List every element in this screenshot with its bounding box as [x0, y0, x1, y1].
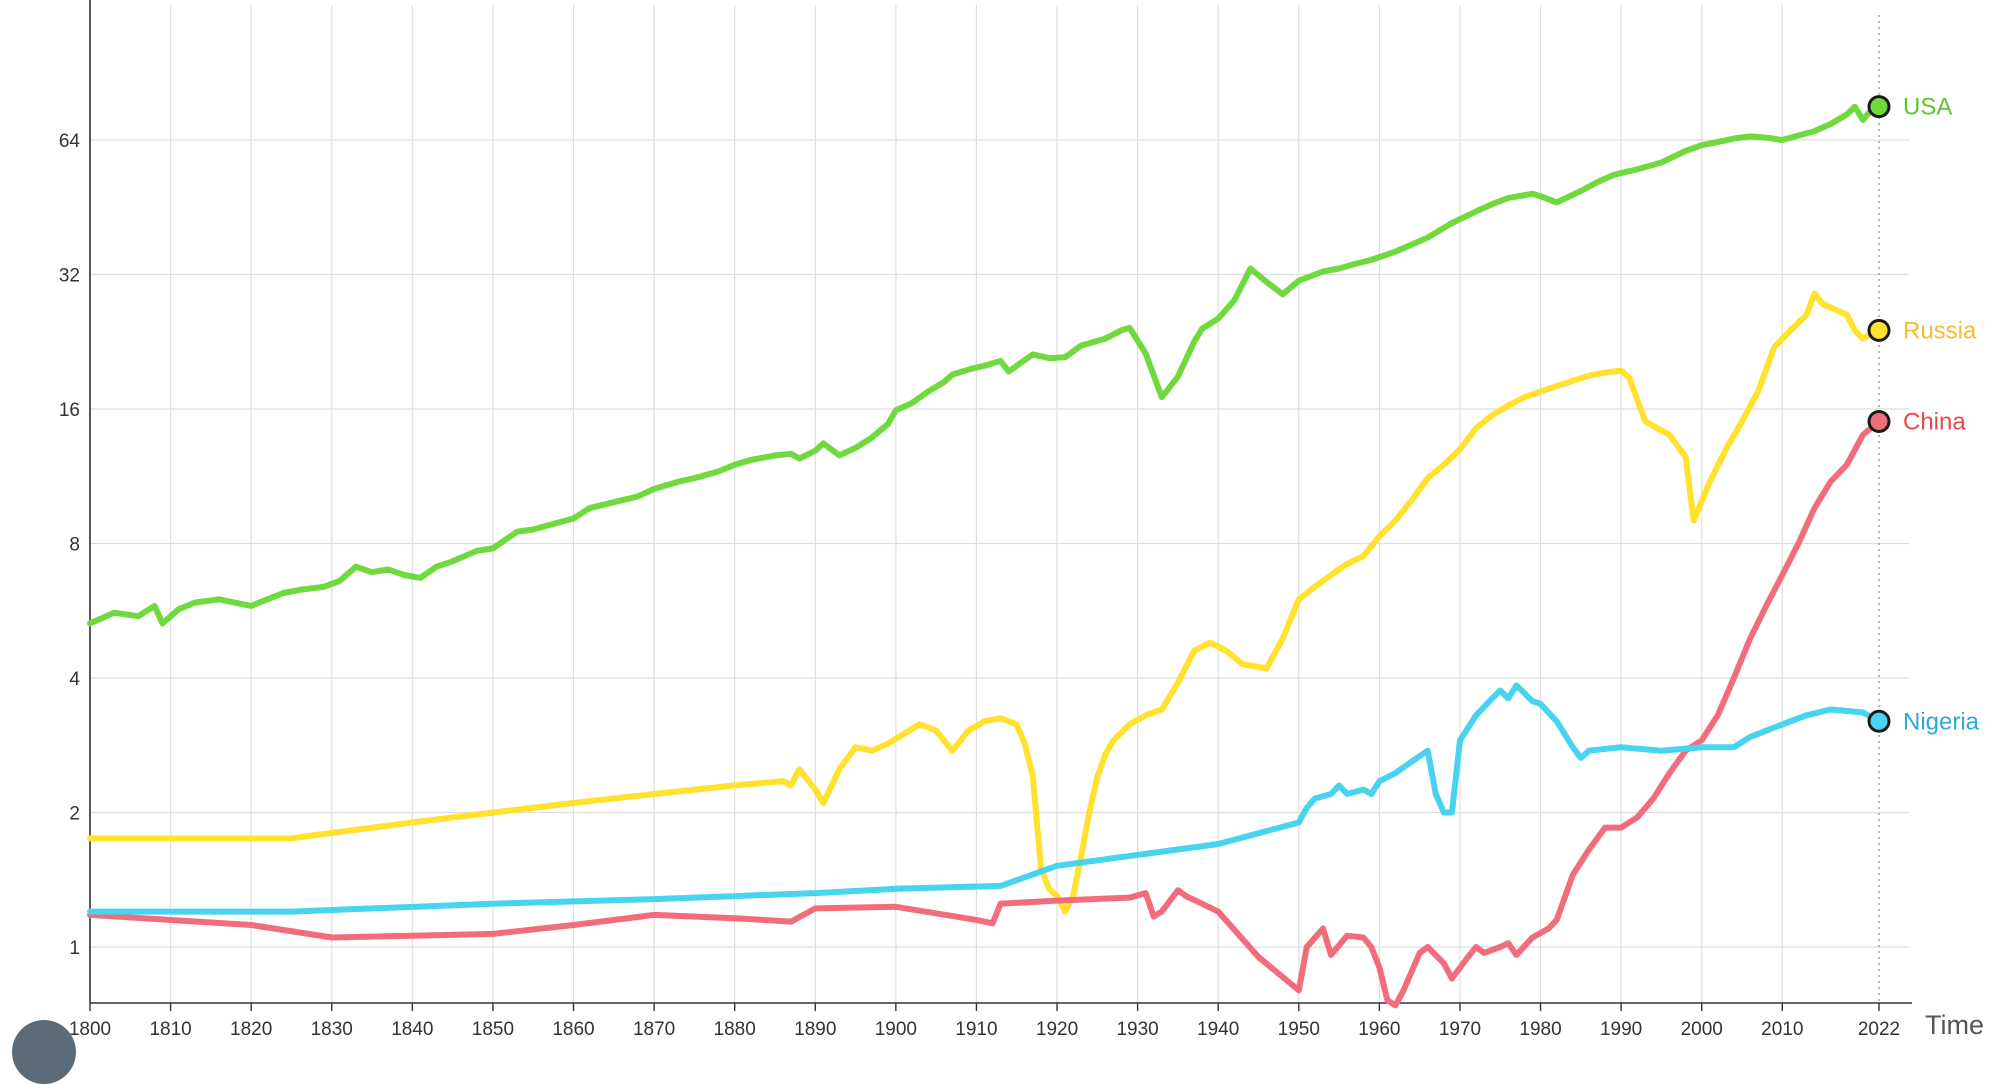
series-line-russia[interactable] [87, 290, 1882, 915]
x-tick-label: 1910 [955, 1019, 997, 1040]
x-tick-label: 2022 [1858, 1019, 1900, 1040]
x-tick-label: 1950 [1278, 1019, 1320, 1040]
x-tick-label: 1900 [875, 1019, 917, 1040]
x-axis-title: Time [1925, 1010, 1984, 1040]
axis-layer: Time 1800 1810 1820 1830 1840 1850 1860 1870 188… [59, 0, 1984, 1040]
series-endpoint-russia[interactable] [1867, 318, 1891, 342]
x-tick-label: 1940 [1197, 1019, 1239, 1040]
line-chart: Time 1800 1810 1820 1830 1840 1850 1860 1870 188… [59, 0, 1984, 1040]
x-tick-label: 1990 [1600, 1019, 1642, 1040]
x-tick-label: 1800 [69, 1019, 111, 1040]
x-tick-label: 1880 [714, 1019, 756, 1040]
x-tick-label: 1810 [149, 1019, 191, 1040]
y-tick-label: 1 [69, 938, 80, 959]
chart-root: Time 1800 1810 1820 1830 1840 1850 1860 1870 188… [12, 0, 1984, 1084]
series-endpoint-nigeria[interactable] [1867, 709, 1891, 733]
x-tick-label: 1970 [1439, 1019, 1481, 1040]
x-tick-label: 1890 [794, 1019, 836, 1040]
series-label-russia[interactable]: Russia [1903, 317, 1977, 344]
series-label-usa[interactable]: USA [1903, 94, 1952, 121]
x-tick-label: 1960 [1358, 1019, 1400, 1040]
x-tick-label: 1820 [230, 1019, 272, 1040]
x-tick-label: 2010 [1761, 1019, 1803, 1040]
y-tick-label: 64 [59, 131, 81, 152]
y-tick-label: 8 [69, 535, 80, 556]
avatar-button[interactable] [12, 1020, 76, 1084]
series-line-nigeria[interactable] [87, 682, 1882, 915]
label-layer: USA Russia China Nigeria [1867, 94, 1980, 735]
series-endpoint-china[interactable] [1867, 410, 1891, 434]
y-tick-label: 2 [69, 804, 80, 825]
x-tick-label: 1850 [472, 1019, 514, 1040]
series-layer [87, 103, 1882, 1009]
series-line-usa[interactable] [87, 103, 1882, 627]
y-tick-label: 4 [69, 669, 80, 690]
series-line-china[interactable] [87, 418, 1882, 1009]
x-tick-label: 1870 [633, 1019, 675, 1040]
x-tick-label: 1830 [311, 1019, 353, 1040]
x-tick-label: 1980 [1519, 1019, 1561, 1040]
series-endpoint-usa[interactable] [1867, 95, 1891, 119]
grid-layer [89, 5, 1909, 1003]
x-tick-label: 1860 [552, 1019, 594, 1040]
x-tick-label: 2000 [1681, 1019, 1723, 1040]
y-tick-label: 16 [59, 400, 80, 421]
x-tick-label: 1930 [1116, 1019, 1158, 1040]
x-tick-label: 1840 [391, 1019, 433, 1040]
series-label-china[interactable]: China [1903, 409, 1966, 436]
y-tick-label: 32 [59, 266, 80, 287]
x-tick-label: 1920 [1036, 1019, 1078, 1040]
series-label-nigeria[interactable]: Nigeria [1903, 708, 1980, 735]
